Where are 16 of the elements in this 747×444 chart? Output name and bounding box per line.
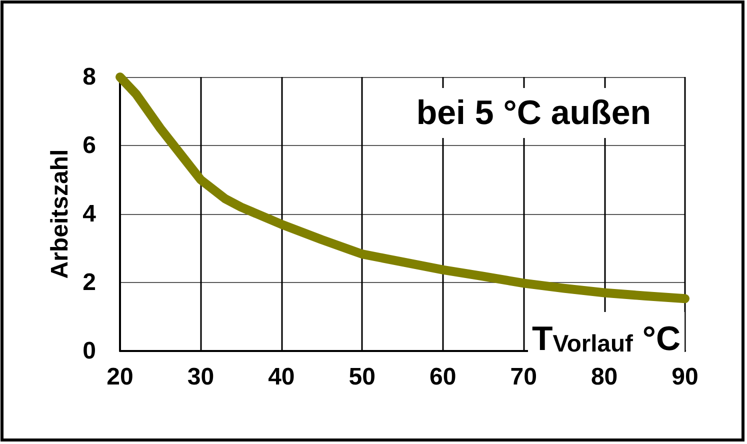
y-tick-label: 0 — [82, 338, 96, 364]
x-tick-label: 90 — [672, 364, 698, 390]
y-axis-title: Arbeitszahl — [46, 149, 74, 279]
x-tick-label: 20 — [106, 364, 134, 390]
annotation: bei 5 °C außen — [416, 94, 652, 132]
x-tick-label: 60 — [430, 364, 456, 390]
x-tick-label: 70 — [510, 364, 537, 390]
x-tick-label: 30 — [187, 364, 214, 390]
y-tick-label: 2 — [82, 269, 96, 296]
x-tick-label: 40 — [268, 364, 295, 390]
y-tick-label: 4 — [82, 200, 97, 228]
x-tick-label: 80 — [590, 364, 618, 390]
x-tick-label: 50 — [348, 364, 376, 390]
y-tick-label: 6 — [82, 132, 96, 159]
y-tick-label: 8 — [82, 64, 96, 90]
x-axis-title: TVorlauf °C — [532, 320, 681, 358]
